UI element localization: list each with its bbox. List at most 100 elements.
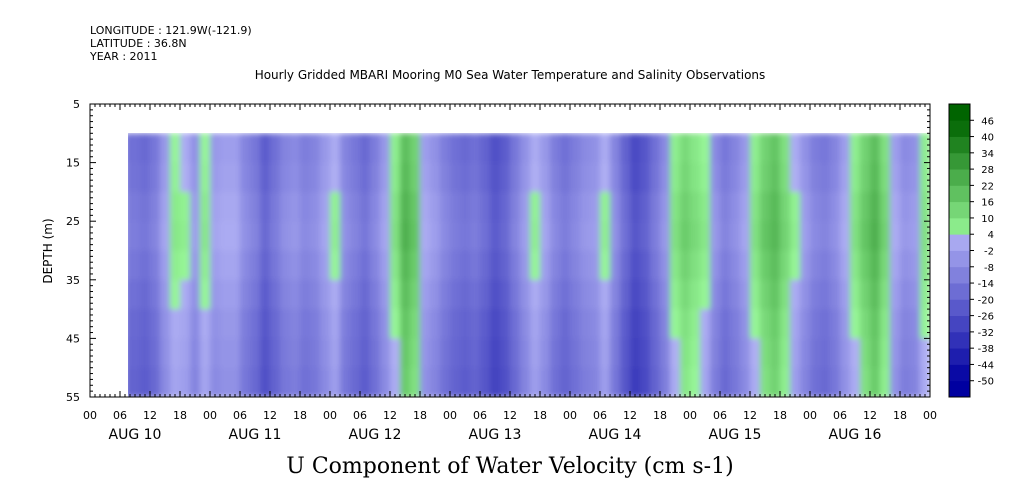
heatmap-cell <box>730 309 741 339</box>
heatmap-cell <box>440 250 451 281</box>
heatmap-cell <box>310 250 321 281</box>
heatmap-cell <box>280 162 291 193</box>
heatmap-cell <box>180 162 191 193</box>
heatmap-cell <box>450 309 461 339</box>
heatmap-cell <box>520 250 531 281</box>
heatmap-cell <box>590 221 601 252</box>
heatmap-cell <box>400 367 411 397</box>
heatmap-cell <box>710 162 721 193</box>
heatmap-cell <box>128 309 141 339</box>
heatmap-cell <box>300 250 311 281</box>
heatmap-cell <box>890 191 901 222</box>
heatmap-cell <box>800 133 811 164</box>
heatmap-cell <box>440 133 451 164</box>
heatmap-cell <box>860 250 871 281</box>
heatmap-cell <box>910 367 921 397</box>
heatmap-cell <box>420 191 431 222</box>
heatmap-cell <box>830 133 841 164</box>
heatmap-cell <box>430 309 441 339</box>
heatmap-cell <box>490 367 501 397</box>
heatmap-cell <box>620 309 631 339</box>
heatmap-cell <box>420 133 431 164</box>
heatmap-cell <box>780 367 791 397</box>
heatmap-cell <box>810 191 821 222</box>
heatmap-cell <box>520 279 531 310</box>
x-tick-label: 00 <box>83 409 97 422</box>
heatmap-cell <box>580 309 591 339</box>
heatmap-cell <box>230 133 241 164</box>
heatmap-cell <box>820 367 831 397</box>
latitude-label: LATITUDE : 36.8N <box>90 37 187 50</box>
heatmap-cell <box>840 250 851 281</box>
colorbar-label: -38 <box>978 344 994 355</box>
heatmap-cell <box>780 133 791 164</box>
heatmap-cell <box>500 133 511 164</box>
heatmap-cell <box>250 162 261 193</box>
heatmap-cell <box>660 250 671 281</box>
heatmap-cell <box>910 250 921 281</box>
heatmap-cell <box>570 133 581 164</box>
heatmap-cell <box>220 338 231 369</box>
heatmap-cell <box>170 309 181 339</box>
heatmap-cell <box>800 367 811 397</box>
heatmap-cell <box>150 221 161 252</box>
x-tick-label: 06 <box>833 409 847 422</box>
heatmap-cell <box>480 133 491 164</box>
heatmap-cell <box>790 250 801 281</box>
heatmap-cell <box>220 162 231 193</box>
heatmap-cell <box>450 133 461 164</box>
heatmap-cell <box>860 191 871 222</box>
x-tick-label: 00 <box>203 409 217 422</box>
colorbar-swatch <box>949 315 970 333</box>
heatmap-cell <box>390 338 401 369</box>
heatmap-cell <box>280 279 291 310</box>
heatmap-cell <box>730 221 741 252</box>
heatmap-cell <box>280 221 291 252</box>
heatmap-cell <box>580 221 591 252</box>
heatmap-cell <box>860 309 871 339</box>
heatmap-cell <box>180 367 191 397</box>
heatmap-cell <box>160 191 171 222</box>
heatmap-cell <box>750 162 761 193</box>
colorbar-label: 10 <box>981 214 994 225</box>
x-tick-label: 18 <box>173 409 187 422</box>
heatmap-cell <box>740 191 751 222</box>
heatmap-cell <box>580 279 591 310</box>
heatmap-cell <box>640 250 651 281</box>
heatmap-cell <box>330 191 341 222</box>
heatmap-cell <box>650 309 661 339</box>
heatmap-cell <box>910 162 921 193</box>
heatmap-cell <box>370 250 381 281</box>
heatmap-cell <box>510 367 521 397</box>
colorbar-swatch <box>949 234 970 251</box>
heatmap-cell <box>640 133 651 164</box>
heatmap-cell <box>610 191 621 222</box>
colorbar-swatch <box>949 120 970 137</box>
heatmap-cell <box>600 162 611 193</box>
heatmap-cell <box>920 221 930 252</box>
heatmap-cell <box>880 191 891 222</box>
heatmap-cell <box>900 221 911 252</box>
heatmap-cell <box>910 309 921 339</box>
x-tick-label: 06 <box>713 409 727 422</box>
heatmap-cell <box>540 279 551 310</box>
heatmap-cell <box>750 221 761 252</box>
heatmap-cell <box>360 221 371 252</box>
heatmap-cell <box>210 162 221 193</box>
chart-title: Hourly Gridded MBARI Mooring M0 Sea Wate… <box>254 68 766 82</box>
heatmap-cell <box>500 250 511 281</box>
heatmap-cell <box>460 367 471 397</box>
heatmap-cell <box>340 338 351 369</box>
x-tick-label: 18 <box>893 409 907 422</box>
heatmap-cell <box>260 309 271 339</box>
heatmap-cell <box>140 191 151 222</box>
heatmap-cell <box>770 191 781 222</box>
heatmap-cell <box>210 309 221 339</box>
heatmap-cell <box>390 221 401 252</box>
heatmap-cell <box>140 162 151 193</box>
heatmap-cell <box>210 367 221 397</box>
heatmap-cell <box>890 279 901 310</box>
heatmap-cell <box>700 309 711 339</box>
heatmap-cell <box>340 221 351 252</box>
heatmap-cell <box>300 338 311 369</box>
